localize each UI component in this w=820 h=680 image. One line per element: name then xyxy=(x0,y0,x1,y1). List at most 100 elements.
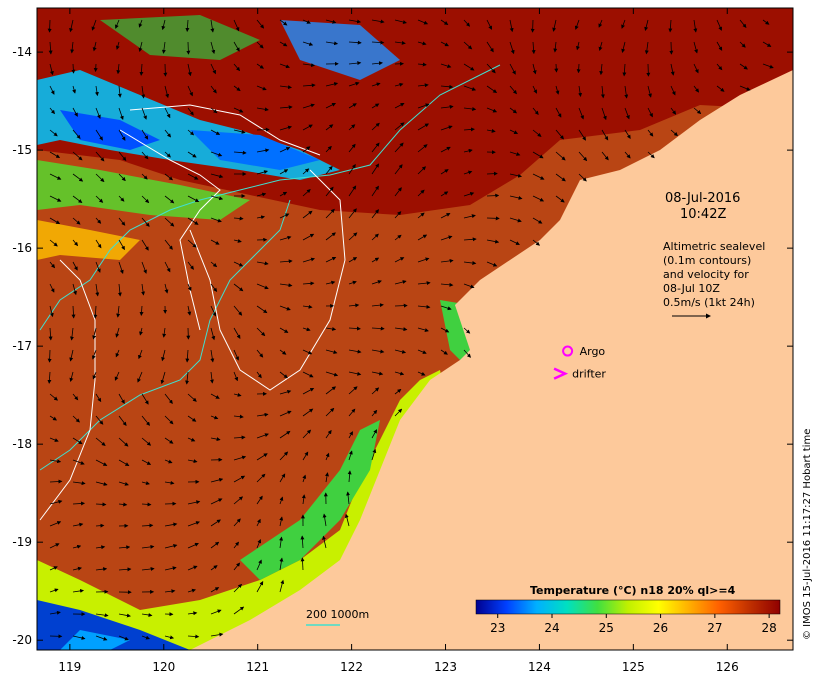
velocity-arrow xyxy=(160,371,166,385)
velocity-arrow xyxy=(325,165,333,175)
velocity-arrow xyxy=(256,305,268,314)
velocity-arrow xyxy=(302,257,316,263)
velocity-arrow xyxy=(256,473,266,483)
velocity-arrow xyxy=(463,192,475,197)
velocity-arrow xyxy=(394,19,407,24)
velocity-arrow xyxy=(185,19,190,33)
velocity-arrow xyxy=(210,393,220,399)
velocity-arrow xyxy=(141,195,150,204)
velocity-arrow xyxy=(300,535,305,549)
velocity-arrow xyxy=(185,349,190,363)
velocity-arrow xyxy=(72,85,77,94)
velocity-arrow xyxy=(302,63,316,68)
velocity-arrow xyxy=(210,541,220,549)
velocity-arrow xyxy=(417,144,428,153)
velocity-arrow xyxy=(187,611,198,616)
velocity-arrow xyxy=(95,217,102,224)
velocity-arrow xyxy=(348,61,362,66)
velocity-arrow xyxy=(256,215,266,220)
velocity-arrow xyxy=(301,494,306,505)
velocity-arrow xyxy=(417,41,427,46)
velocity-arrow xyxy=(233,392,242,397)
velocity-arrow xyxy=(117,85,122,98)
velocity-arrow xyxy=(233,216,244,221)
velocity-arrow xyxy=(532,195,545,202)
velocity-arrow xyxy=(114,371,120,381)
velocity-arrow xyxy=(95,635,108,641)
velocity-arrow xyxy=(233,475,246,483)
velocity-arrow xyxy=(210,107,218,114)
velocity-arrow xyxy=(72,501,86,506)
velocity-arrow xyxy=(210,519,221,527)
cool-core-north xyxy=(60,110,160,150)
velocity-arrow xyxy=(371,326,385,331)
velocity-arrow xyxy=(279,327,289,333)
velocity-arrow xyxy=(256,107,269,112)
velocity-arrow xyxy=(164,85,170,99)
velocity-arrow xyxy=(256,412,269,417)
velocity-arrow xyxy=(440,235,453,241)
x-tick-label: 123 xyxy=(434,660,457,674)
velocity-arrow xyxy=(348,280,357,285)
velocity-arrow xyxy=(256,327,266,337)
velocity-arrow xyxy=(486,19,492,30)
velocity-arrow xyxy=(325,145,332,153)
velocity-arrow xyxy=(72,239,79,247)
velocity-arrow xyxy=(72,588,85,593)
velocity-arrow xyxy=(509,217,522,223)
velocity-arrow xyxy=(348,326,361,331)
velocity-arrow xyxy=(72,459,85,465)
velocity-arrow xyxy=(49,151,61,158)
velocity-arrow xyxy=(93,305,98,319)
velocity-arrow xyxy=(95,393,102,403)
velocity-arrow xyxy=(210,477,224,483)
velocity-arrow xyxy=(348,349,362,354)
velocity-arrow xyxy=(115,349,120,358)
velocity-arrow xyxy=(621,41,626,53)
velocity-arrow xyxy=(210,415,219,420)
velocity-arrow xyxy=(164,522,178,527)
velocity-arrow xyxy=(72,635,86,640)
velocity-arrow xyxy=(693,63,699,74)
velocity-arrow xyxy=(325,82,339,87)
velocity-arrow xyxy=(210,327,216,341)
velocity-arrow xyxy=(94,85,99,97)
velocity-arrow xyxy=(279,19,288,26)
x-tick-label: 122 xyxy=(340,660,363,674)
velocity-arrow xyxy=(394,211,402,219)
velocity-arrow xyxy=(164,543,178,549)
velocity-arrow xyxy=(394,280,407,285)
velocity-arrow xyxy=(279,349,287,355)
velocity-arrow xyxy=(138,349,143,360)
velocity-arrow xyxy=(600,85,605,99)
velocity-arrow xyxy=(325,124,334,131)
velocity-arrow xyxy=(371,163,380,175)
velocity-arrow xyxy=(69,371,74,382)
velocity-arrow xyxy=(210,632,224,637)
velocity-arrow xyxy=(209,371,214,384)
velocity-arrow xyxy=(49,415,58,421)
velocity-arrow xyxy=(440,41,449,47)
velocity-arrow xyxy=(348,408,356,417)
velocity-arrow xyxy=(394,349,407,354)
velocity-arrow xyxy=(187,542,199,549)
velocity-arrow xyxy=(348,143,356,153)
y-tick-label: -19 xyxy=(12,535,32,549)
velocity-arrow xyxy=(233,455,247,461)
velocity-arrow xyxy=(49,63,54,76)
velocity-arrow xyxy=(302,304,313,309)
velocity-arrow xyxy=(716,63,723,71)
velocity-arrow xyxy=(233,283,244,292)
colorbar-title: Temperature (°C) n18 20% ql>=4 xyxy=(530,584,736,597)
velocity-arrow xyxy=(72,393,79,401)
velocity-arrow xyxy=(440,327,450,333)
colorbar-tick-label: 24 xyxy=(544,621,559,635)
velocity-arrow xyxy=(371,349,385,354)
velocity-arrow xyxy=(279,410,292,417)
velocity-arrow xyxy=(668,19,673,33)
drifter-label: drifter xyxy=(572,368,606,381)
velocity-arrow xyxy=(279,557,284,571)
map-field xyxy=(37,8,793,650)
velocity-arrow xyxy=(187,459,198,464)
velocity-arrow xyxy=(463,327,471,334)
